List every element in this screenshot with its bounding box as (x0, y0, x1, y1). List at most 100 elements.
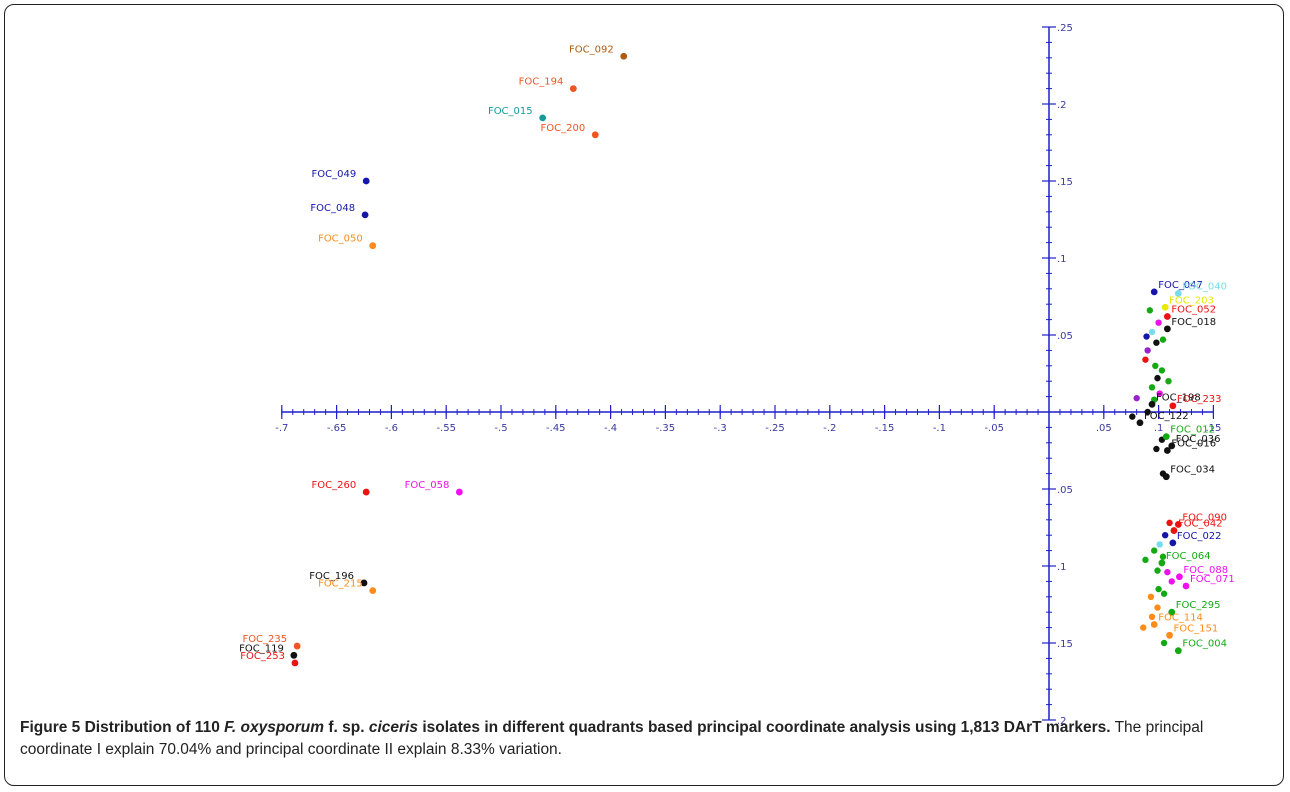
point-label: FOC_050 (318, 234, 363, 245)
scatter-point (1153, 445, 1160, 453)
scatter-point (1143, 333, 1150, 340)
scatter-point (1154, 374, 1161, 382)
scatter-point (1182, 582, 1190, 590)
point-label: FOC_016 (1171, 439, 1216, 450)
point-label: FOC_004 (1182, 639, 1227, 650)
scatter-point (369, 242, 377, 250)
scatter-point (1166, 519, 1173, 527)
x-tick-label: -.35 (656, 423, 676, 434)
scatter-point (1133, 394, 1140, 402)
point-label: FOC_122 (1144, 411, 1189, 422)
scatter-point (1174, 521, 1182, 528)
point-label: FOC_022 (1177, 531, 1222, 542)
x-tick-label: -.4 (604, 423, 617, 434)
scatter-point (1169, 539, 1177, 547)
caption-figure-number: Figure 5 (20, 719, 81, 736)
x-tick-label: -.25 (765, 423, 785, 434)
scatter-point (1140, 624, 1147, 631)
x-tick-label: -.3 (714, 423, 727, 434)
scatter-point (1163, 313, 1171, 320)
point-label: FOC_203 (1169, 295, 1214, 306)
caption-description: The principal coordinate I explain 70.04… (20, 719, 1204, 758)
x-tick-label: -.1 (933, 423, 946, 434)
scatter-point (1164, 568, 1171, 576)
scatter-point (1151, 547, 1158, 554)
scatter-point (1156, 541, 1163, 548)
scatter-point (362, 488, 370, 496)
scatter-point (361, 211, 369, 219)
scatter-point (1158, 559, 1166, 567)
scatter-point (1159, 553, 1167, 560)
scatter-point (1152, 362, 1159, 369)
y-tick-label: .15 (1057, 177, 1073, 188)
x-tick-label: -.65 (327, 423, 347, 434)
scatter-point (290, 651, 298, 659)
scatter-point (1136, 419, 1144, 427)
scatter-point (1148, 384, 1156, 391)
point-label: FOC_040 (1182, 281, 1227, 292)
scatter-point (1165, 378, 1172, 385)
point-label: FOC_071 (1190, 574, 1235, 585)
scatter-point (1153, 339, 1160, 346)
point-label: FOC_200 (541, 123, 586, 134)
scatter-point (1148, 328, 1156, 336)
point-label: FOC_119 (239, 643, 284, 654)
point-label: FOC_260 (311, 480, 356, 491)
caption-species: F. oxysporum (224, 719, 325, 736)
scatter-point (1142, 556, 1149, 564)
point-label: FOC_090 (1182, 512, 1227, 523)
y-tick-label: .1 (1057, 562, 1067, 573)
point-label: FOC_194 (519, 77, 564, 88)
y-tick-label: .05 (1057, 331, 1073, 342)
scatter-point (1154, 567, 1161, 574)
scatter-point (1162, 473, 1170, 481)
point-label: FOC_052 (1171, 305, 1216, 316)
point-label: FOC_235 (242, 634, 287, 645)
point-label: FOC_092 (569, 44, 614, 55)
point-label: FOC_295 (1176, 600, 1221, 611)
scatter-point (1150, 621, 1158, 628)
caption-title-part3: isolates in different quadrants based pr… (422, 719, 1111, 736)
figure-caption: Figure 5 Distribution of 110 F. oxysporu… (20, 717, 1270, 761)
scatter-point (1155, 319, 1162, 326)
point-label: FOC_198 (1156, 392, 1201, 403)
cluster-points (1129, 307, 1175, 647)
scatter-point (1158, 367, 1166, 374)
y-tick-label: .2 (1057, 100, 1067, 111)
point-label: FOC_058 (405, 480, 450, 491)
scatter-point (362, 177, 370, 185)
point-label: FOC_036 (1176, 434, 1221, 445)
figure-frame (4, 4, 1284, 786)
point-label: FOC_114 (1158, 613, 1203, 624)
scatter-point (1162, 433, 1170, 441)
scatter-point (1163, 325, 1171, 333)
x-tick-label: -.45 (546, 423, 566, 434)
x-tick-label: .05 (1096, 423, 1112, 434)
scatter-point (369, 587, 377, 595)
scatter-point (1161, 303, 1169, 311)
scatter-point (591, 131, 599, 139)
point-label: FOC_233 (1177, 394, 1222, 405)
scatter-point (1154, 604, 1161, 611)
scatter-point (360, 579, 368, 587)
x-tick-label: -.2 (823, 423, 836, 434)
point-label: FOC_034 (1170, 465, 1215, 476)
scatter-point (1160, 639, 1168, 647)
y-tick-label: .1 (1057, 254, 1067, 265)
scatter-point (1168, 442, 1176, 450)
axes: -.7 -.65 -.6 -.55 -.5 -.45 -.4 -.35 -.3 -.25 -.2 -.… (275, 23, 1221, 727)
point-label: FOC_088 (1183, 565, 1228, 576)
scatter-point (1161, 532, 1169, 539)
x-tick-label: -.05 (984, 423, 1004, 434)
caption-forma-specialis: ciceris (368, 719, 418, 736)
scatter-point (1150, 288, 1158, 296)
scatter-point (1144, 408, 1151, 416)
point-label: FOC_048 (310, 203, 355, 214)
y-tick-label: .15 (1057, 639, 1073, 650)
y-tick-label: .2 (1057, 716, 1067, 727)
caption-title-part2: f. sp. (328, 719, 365, 736)
scatter-point (1168, 608, 1176, 616)
scatter-point (1159, 336, 1167, 343)
point-label: FOC_196 (309, 571, 354, 582)
